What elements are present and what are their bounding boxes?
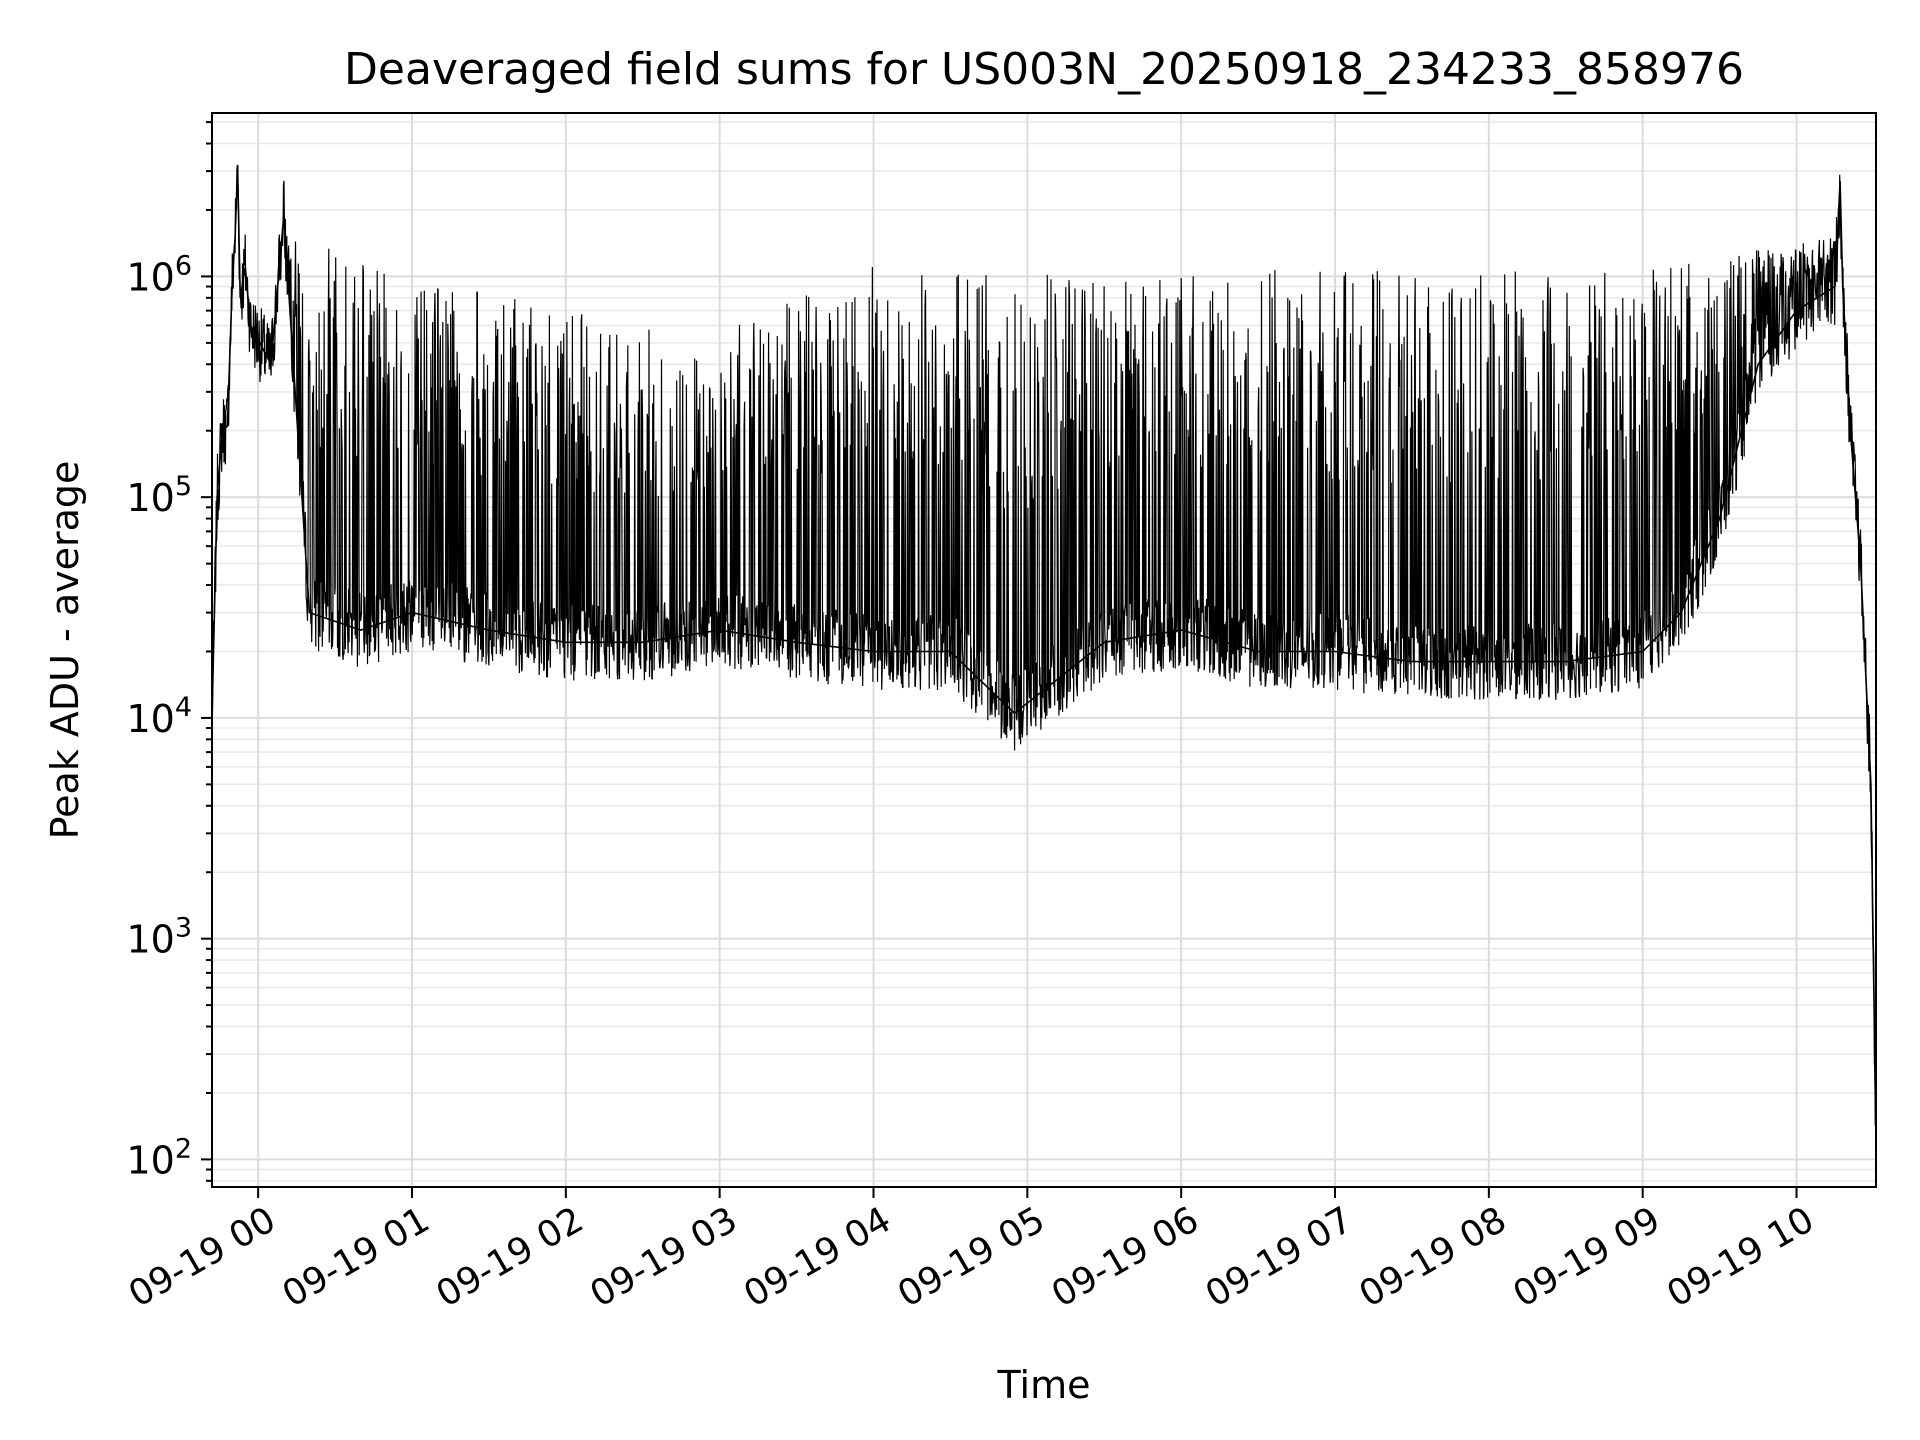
chart-title: Deaveraged field sums for US003N_2025091… [344,44,1744,95]
y-axis: 102 103 104 105 106 [126,121,212,1182]
y-tick-label: 102 [126,1133,192,1182]
series-line [212,165,1876,1142]
y-axis-label: Peak ADU - average [43,461,87,840]
y-tick-label: 105 [126,471,192,520]
y-tick-label: 103 [126,913,192,962]
x-axis-label: Time [997,1363,1091,1407]
series-envelope-line [211,164,1877,1142]
plot-frame [211,112,1877,1188]
y-tick-label: 106 [126,250,192,299]
grid-lines [212,113,1876,1187]
y-tick-label: 104 [126,692,192,741]
